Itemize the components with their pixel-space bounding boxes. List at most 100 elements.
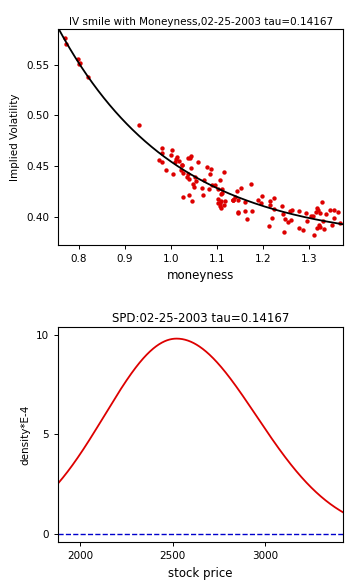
Point <box>281 227 287 237</box>
Point <box>208 164 214 173</box>
Point <box>163 165 169 175</box>
Point <box>271 204 277 213</box>
Point <box>329 220 335 230</box>
Y-axis label: Implied Volatility: Implied Volatility <box>10 93 20 180</box>
Point <box>267 197 272 206</box>
Point <box>207 169 213 179</box>
Point <box>188 164 194 173</box>
Point <box>189 151 194 161</box>
Point <box>206 184 212 194</box>
Point <box>242 198 247 207</box>
Point <box>176 156 181 165</box>
Point <box>185 169 191 179</box>
Point <box>200 184 205 193</box>
Point <box>267 201 273 210</box>
Point <box>235 208 240 217</box>
Point <box>331 206 337 215</box>
Point <box>244 215 250 224</box>
Point <box>180 160 185 169</box>
Point <box>159 143 165 153</box>
Point <box>77 59 82 68</box>
Point <box>234 186 240 195</box>
Point <box>215 185 221 194</box>
Point <box>194 177 199 186</box>
Point <box>220 184 225 193</box>
Point <box>287 206 293 215</box>
Point <box>271 193 276 202</box>
X-axis label: stock price: stock price <box>168 567 233 580</box>
Point <box>235 195 241 205</box>
Point <box>258 199 264 208</box>
Point <box>317 223 322 232</box>
Point <box>269 213 274 223</box>
Point <box>196 157 201 166</box>
Point <box>209 180 215 190</box>
Point <box>289 206 295 215</box>
X-axis label: moneyness: moneyness <box>167 269 234 282</box>
Point <box>75 55 81 64</box>
Point <box>187 191 192 200</box>
Point <box>159 157 165 166</box>
Point <box>62 34 68 43</box>
Point <box>200 190 206 200</box>
Point <box>174 153 180 162</box>
Point <box>315 205 320 215</box>
Point <box>266 222 272 231</box>
Point <box>136 121 142 130</box>
Point <box>217 202 222 211</box>
Point <box>217 198 222 207</box>
Point <box>314 223 320 233</box>
Point <box>204 162 210 172</box>
Point <box>335 208 341 217</box>
Point <box>159 148 164 158</box>
Point <box>173 154 179 163</box>
Point <box>311 230 317 240</box>
Point <box>178 165 184 175</box>
Point <box>296 224 301 233</box>
Point <box>217 175 222 184</box>
Point <box>222 197 227 206</box>
Point <box>181 169 186 178</box>
Point <box>321 224 327 233</box>
Point <box>180 192 186 201</box>
Point <box>310 211 315 220</box>
Point <box>168 150 174 160</box>
Point <box>327 205 332 215</box>
Point <box>221 200 226 209</box>
Point <box>76 59 82 68</box>
Point <box>180 161 185 170</box>
Point <box>156 155 162 165</box>
Point <box>259 191 264 201</box>
Point <box>191 182 197 191</box>
Point <box>232 193 238 202</box>
Point <box>215 198 221 207</box>
Point <box>230 196 236 205</box>
Point <box>331 213 337 222</box>
Point <box>235 208 240 218</box>
Point <box>303 209 309 218</box>
Point <box>317 208 323 218</box>
Point <box>320 216 326 226</box>
Point <box>243 206 248 216</box>
Point <box>190 180 196 189</box>
Point <box>192 172 197 182</box>
Point <box>184 173 190 182</box>
Point <box>169 145 175 154</box>
Point <box>314 204 320 213</box>
Point <box>170 170 176 179</box>
Point <box>285 217 291 226</box>
Point <box>279 201 285 211</box>
Point <box>85 72 91 81</box>
Point <box>316 220 321 230</box>
Y-axis label: density*E-4: density*E-4 <box>20 404 30 465</box>
Point <box>337 218 343 227</box>
Point <box>64 39 69 48</box>
Point <box>201 175 207 184</box>
Point <box>231 195 236 205</box>
Point <box>218 204 224 213</box>
Point <box>255 196 261 205</box>
Point <box>230 196 235 205</box>
Point <box>319 197 325 206</box>
Point <box>238 184 244 193</box>
Point <box>280 209 286 219</box>
